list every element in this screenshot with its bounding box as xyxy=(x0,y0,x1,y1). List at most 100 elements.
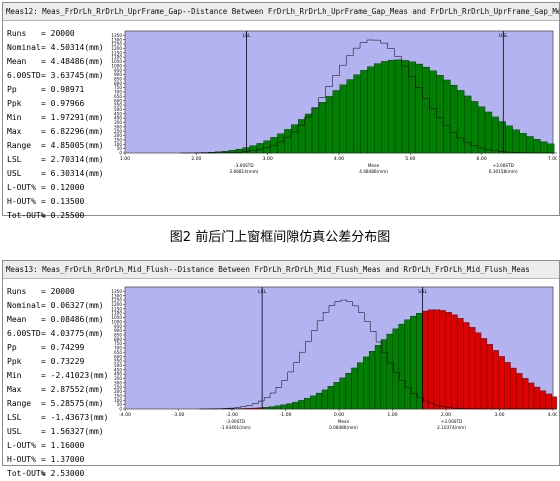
stat-label: Runs xyxy=(7,27,26,41)
histogram-bar xyxy=(263,407,269,409)
histogram-bar xyxy=(481,338,487,409)
y-tick-label: 1250 xyxy=(111,42,122,47)
y-tick-label: 1000 xyxy=(111,319,122,324)
stat-row: Pp= 0.74299 xyxy=(7,341,87,355)
figure-caption: 图2 前后门上窗框间隙仿真公差分布图 xyxy=(0,226,560,245)
lower-std-value: -1.93401(mm) xyxy=(220,425,251,430)
y-tick-label: 1200 xyxy=(111,302,122,307)
histogram-bar xyxy=(293,402,299,409)
x-tick-label: 6.00 xyxy=(477,156,487,162)
y-tick-label: 650 xyxy=(114,350,122,355)
y-tick-label: 500 xyxy=(114,107,122,112)
stat-row: Runs= 20000 xyxy=(7,27,87,41)
histogram-bar xyxy=(347,80,354,153)
y-tick-label: 1250 xyxy=(111,298,122,303)
stat-label: USL xyxy=(7,425,21,439)
y-tick-label: 700 xyxy=(114,90,122,95)
stat-value: = 0.98971 xyxy=(41,83,84,97)
y-tick-label: 600 xyxy=(114,98,122,103)
stat-row: L-OUT%= 1.16000 xyxy=(7,439,87,453)
histogram-bar xyxy=(464,96,471,153)
stat-label: H-OUT% xyxy=(7,453,36,467)
lsl-label: LSL xyxy=(258,289,266,295)
histogram-bar xyxy=(328,386,334,409)
y-tick-label: 1050 xyxy=(111,315,122,320)
x-tick-label: 1.00 xyxy=(387,412,397,418)
histogram-bar xyxy=(522,378,528,409)
stat-row: L-OUT% = 0.12000 xyxy=(7,181,87,195)
histogram-bar xyxy=(284,129,291,153)
y-tick-label: 100 xyxy=(114,398,122,403)
histogram-bar xyxy=(404,320,410,409)
stat-row: LSL= -1.43673(mm) xyxy=(7,411,87,425)
upper-std-value: 2.10374(mm) xyxy=(437,425,466,430)
histogram-bar xyxy=(450,85,457,153)
x-tick-label: -3.00 xyxy=(173,412,185,418)
histogram-bar xyxy=(374,64,381,153)
x-tick-label: 0.00 xyxy=(334,412,344,418)
histogram-bar xyxy=(478,107,485,153)
lower-std-value: 2.66814(mm) xyxy=(230,169,259,174)
y-tick-label: 500 xyxy=(114,363,122,368)
stat-row: H-OUT%= 1.37000 xyxy=(7,453,87,467)
stat-row: Range= 4.85005(mm) xyxy=(7,139,87,153)
histogram-bar xyxy=(360,70,367,153)
x-tick-label: 2.00 xyxy=(441,412,451,418)
y-tick-label: 600 xyxy=(114,354,122,359)
stat-label: Ppk xyxy=(7,355,21,369)
stat-label: L-OUT% xyxy=(7,181,36,195)
panel-title: Meas13: Meas_FrDrLh_RrDrLh_Mid_Flush--Di… xyxy=(3,261,559,279)
stat-value: = 0.13500 xyxy=(41,195,84,209)
panel-title: Meas12: Meas_FrDrLh_RrDrLh_UprFrame_Gap-… xyxy=(3,3,559,21)
stat-row: USL= 6.30314(mm) xyxy=(7,167,87,181)
measurement-panel-upr-frame-gap: Meas12: Meas_FrDrLh_RrDrLh_UprFrame_Gap-… xyxy=(2,2,560,216)
stat-value: = 0.12000 xyxy=(41,181,84,195)
histogram-bar xyxy=(281,405,287,409)
mean-value: 4.48486(mm) xyxy=(359,169,388,174)
y-tick-label: 350 xyxy=(114,120,122,125)
upper-std-value: 6.30158(mm) xyxy=(489,169,518,174)
histogram-bar xyxy=(499,122,506,153)
x-tick-label: 4.00 xyxy=(334,156,344,162)
upper-std-label: +3.00STD xyxy=(493,163,514,168)
stat-row: 6.00STD= 3.63745(mm) xyxy=(7,69,87,83)
histogram-bar xyxy=(257,143,264,153)
histogram-bar xyxy=(533,139,540,153)
y-tick-label: 0 xyxy=(119,151,122,156)
histogram-bar xyxy=(546,394,552,409)
histogram-bar xyxy=(430,71,437,153)
stat-value: = 2.53000 xyxy=(41,467,84,481)
histogram-bar xyxy=(457,90,464,153)
histogram-bar xyxy=(245,408,251,409)
lower-std-label: -3.00STD xyxy=(226,419,245,424)
histogram-bar xyxy=(520,133,527,153)
x-tick-label: 7.00 xyxy=(548,156,557,162)
mean-value: 0.08486(mm) xyxy=(329,425,358,430)
histogram-bar xyxy=(305,114,312,153)
histogram-bar xyxy=(351,368,357,409)
histogram-bar xyxy=(409,62,416,153)
histogram-bar xyxy=(298,400,304,409)
y-tick-label: 1350 xyxy=(111,289,122,294)
histogram-bar xyxy=(334,382,340,409)
y-tick-label: 300 xyxy=(114,380,122,385)
y-tick-label: 450 xyxy=(114,367,122,372)
stat-label: Nominal xyxy=(7,299,41,313)
x-tick-label: 1.00 xyxy=(120,156,130,162)
stat-row: Ppk= 0.97966 xyxy=(7,97,87,111)
y-tick-label: 550 xyxy=(114,103,122,108)
histogram-bar xyxy=(540,142,547,153)
histogram-bar xyxy=(492,117,499,153)
y-tick-label: 650 xyxy=(114,94,122,99)
histogram-bar xyxy=(387,334,393,409)
histogram-bar xyxy=(340,378,346,409)
histogram-chart: 0501001502002503003504004505005506006507… xyxy=(87,27,557,199)
y-tick-label: 850 xyxy=(114,333,122,338)
y-tick-label: 950 xyxy=(114,324,122,329)
histogram-bar xyxy=(354,75,361,153)
histogram-bar xyxy=(402,60,409,153)
histogram-bar xyxy=(264,141,271,153)
histogram-bar xyxy=(475,333,481,409)
mean-label: Mean xyxy=(338,419,350,424)
stat-label: H-OUT% xyxy=(7,195,36,209)
